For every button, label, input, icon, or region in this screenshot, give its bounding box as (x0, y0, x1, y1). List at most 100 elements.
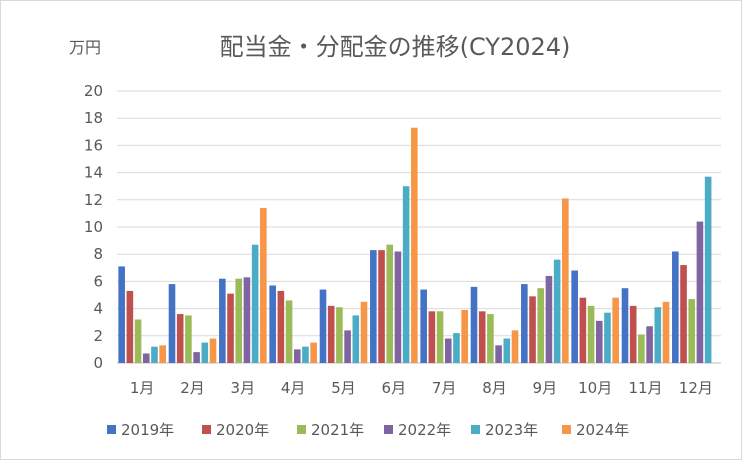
bar (595, 320, 603, 363)
bar (688, 299, 696, 363)
bar (696, 221, 704, 363)
legend-label: 2019年 (121, 421, 174, 439)
legend-swatch (471, 425, 480, 434)
bar (126, 290, 134, 363)
y-tick-label: 14 (84, 164, 103, 182)
bar (579, 297, 587, 363)
y-axis-ticks: 0 2 4 6 8 10 12 14 16 18 20 (84, 82, 103, 372)
bar (394, 251, 402, 363)
bar (495, 345, 502, 363)
x-tick-label: 10月 (578, 379, 612, 397)
x-tick-label: 12月 (679, 379, 713, 397)
x-tick-label: 5月 (331, 379, 356, 397)
bar (553, 259, 561, 363)
y-tick-label: 0 (93, 354, 103, 372)
legend-swatch (297, 425, 306, 434)
bar (336, 307, 343, 363)
x-tick-label: 9月 (533, 379, 558, 397)
bar (545, 275, 553, 363)
bar (478, 311, 486, 363)
bar (386, 244, 394, 363)
bar (487, 314, 494, 363)
gridlines (117, 90, 721, 364)
bar (654, 307, 662, 363)
legend-swatch (384, 425, 393, 434)
legend: 2019年 2020年 2021年 2022年 2023年 2024年 (107, 421, 629, 439)
legend-swatch (562, 425, 571, 434)
chart-title: 配当金・分配金の推移(CY2024) (220, 33, 571, 61)
bar (310, 342, 317, 363)
bar (302, 346, 309, 363)
x-tick-label: 3月 (231, 379, 256, 397)
y-axis-unit-label: 万円 (69, 38, 101, 57)
bar (378, 250, 385, 363)
bar (402, 186, 410, 363)
y-tick-label: 4 (93, 300, 103, 318)
bar (529, 296, 536, 363)
bar (461, 309, 468, 363)
bar (562, 198, 569, 363)
x-tick-label: 1月 (130, 379, 155, 397)
y-tick-label: 12 (84, 191, 103, 209)
bar (629, 305, 637, 363)
bar (672, 251, 679, 363)
bar (646, 326, 653, 363)
legend-label: 2024年 (576, 421, 629, 439)
x-tick-label: 6月 (382, 379, 407, 397)
bar (235, 278, 243, 363)
bar (511, 330, 519, 363)
x-axis-ticks: 1月 2月 3月 4月 5月 6月 7月 8月 9月 10月 11月 12月 (130, 379, 713, 397)
bar (521, 284, 528, 363)
bar (612, 297, 619, 363)
bar (227, 293, 234, 363)
bar (704, 176, 712, 363)
bar (411, 127, 418, 363)
bar (176, 314, 184, 363)
bar (604, 312, 611, 363)
bars (118, 127, 712, 363)
bar (571, 270, 578, 363)
bar (219, 278, 226, 363)
bar (209, 338, 217, 363)
bar (428, 311, 436, 363)
bar (277, 290, 285, 363)
y-tick-label: 16 (84, 136, 103, 154)
bar (168, 284, 176, 363)
legend-swatch (202, 425, 211, 434)
bar (344, 330, 351, 363)
bar (260, 207, 267, 363)
bar (662, 301, 670, 363)
bar (537, 288, 545, 363)
y-tick-label: 10 (84, 218, 103, 236)
bar (352, 315, 360, 363)
bar (621, 288, 629, 363)
bar (142, 353, 150, 363)
bar (193, 352, 200, 363)
legend-swatch (107, 425, 116, 434)
bar (360, 301, 368, 363)
bar (269, 285, 276, 363)
bar (293, 349, 301, 363)
x-tick-label: 11月 (628, 379, 662, 397)
bar (327, 305, 335, 363)
bar (436, 311, 444, 363)
legend-label: 2021年 (311, 421, 364, 439)
bar (453, 333, 460, 363)
legend-label: 2022年 (398, 421, 451, 439)
legend-label: 2023年 (485, 421, 538, 439)
bar (285, 300, 293, 363)
x-tick-label: 4月 (281, 379, 306, 397)
bar (638, 334, 645, 363)
y-tick-label: 6 (93, 272, 103, 290)
bar (243, 277, 251, 363)
x-tick-label: 2月 (180, 379, 205, 397)
bar (185, 315, 192, 363)
y-tick-label: 20 (84, 82, 103, 100)
bar (118, 266, 125, 363)
legend-label: 2020年 (216, 421, 269, 439)
bar (134, 319, 142, 363)
x-tick-label: 8月 (482, 379, 507, 397)
bar (680, 265, 687, 363)
